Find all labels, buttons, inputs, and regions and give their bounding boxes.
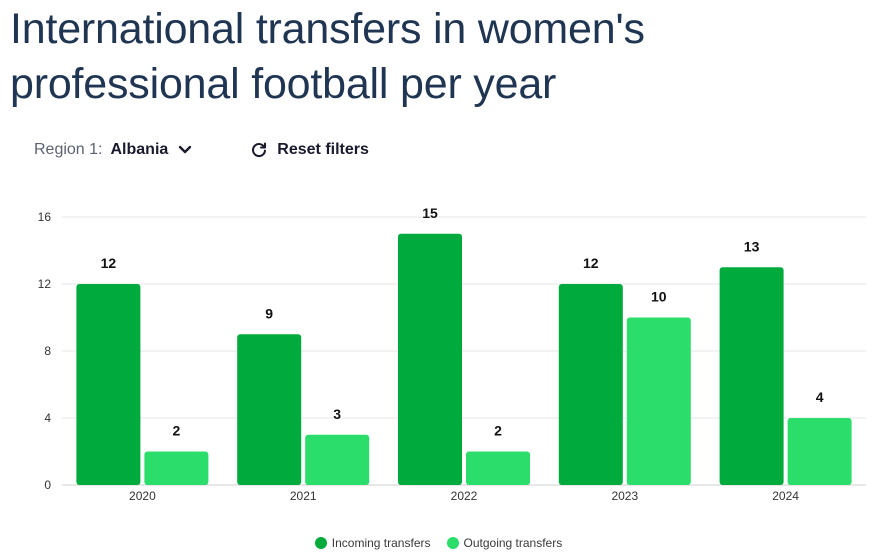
chart-legend: Incoming transfers Outgoing transfers [0,536,877,550]
legend-swatch-outgoing [446,537,459,549]
x-tick-label: 2020 [129,489,156,503]
legend-label-incoming: Incoming transfers [331,536,431,550]
bar-chart: 0 4 8 12 16 12 2 2020 9 3 2021 15 2 2022 12 10 2023 13 4 20… [38,205,866,503]
bar-incoming [719,267,784,485]
region-select-value[interactable]: Albania [110,141,169,158]
bar-outgoing [626,317,691,485]
bar-outgoing [787,418,852,485]
bar-incoming [237,334,302,485]
data-label: 3 [333,406,341,422]
data-label: 9 [265,305,273,321]
filter-bar: Region 1: Albania Reset filters [34,137,369,163]
bar-outgoing [144,451,209,485]
data-label: 2 [173,423,181,439]
legend-label-outgoing: Outgoing transfers [463,536,563,550]
data-label: 15 [422,205,438,221]
bar-outgoing [305,434,370,485]
legend-swatch-incoming [314,537,327,549]
y-tick-label: 0 [44,478,51,492]
x-tick-label: 2024 [772,489,799,503]
page-title: International transfers in women's profe… [10,5,645,108]
y-tick-label: 8 [44,344,51,358]
refresh-icon [250,141,268,159]
y-tick-label: 12 [38,277,52,291]
reset-filters-button[interactable]: Reset filters [250,141,369,159]
bar-incoming [76,284,141,485]
data-label: 12 [583,255,599,271]
legend-item-incoming[interactable]: Incoming transfers [314,536,431,550]
region-label: Region 1: [34,141,103,158]
legend-item-outgoing[interactable]: Outgoing transfers [446,536,563,550]
bar-outgoing [466,451,530,485]
x-tick-label: 2022 [451,489,478,503]
bar-incoming [398,233,462,485]
data-label: 13 [744,238,760,254]
y-tick-label: 16 [38,210,52,224]
bar-incoming [558,284,623,485]
reset-filters-label: Reset filters [277,141,369,158]
chevron-down-icon[interactable] [178,145,192,155]
data-label: 4 [816,389,824,405]
data-label: 10 [651,289,667,305]
data-label: 2 [494,423,502,439]
x-tick-label: 2023 [611,489,638,503]
y-tick-label: 4 [44,411,51,425]
data-label: 12 [101,255,117,271]
x-tick-label: 2021 [290,489,317,503]
